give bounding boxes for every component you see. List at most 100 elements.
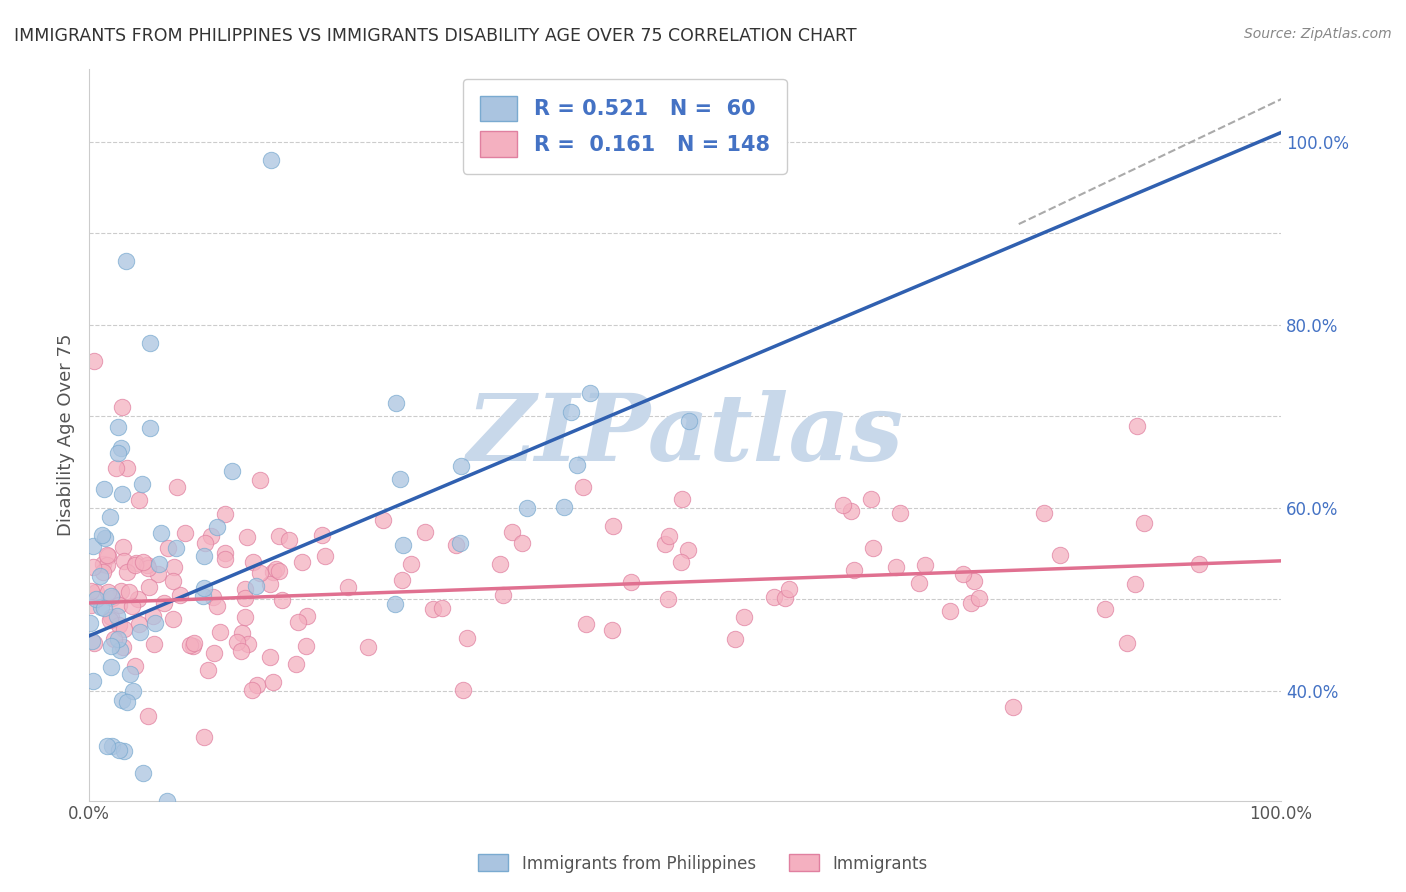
Point [285,657,308,672]
Point [967,591,990,606]
Point [101,591,124,605]
Point [84,591,107,606]
Point [249,473,271,487]
Point [724,632,747,646]
Point [960,596,983,610]
Point [449,536,471,550]
Point [939,605,962,619]
Point [839,504,862,518]
Point [91,557,114,571]
Point [773,591,796,606]
Point [600,623,623,637]
Point [179,638,201,652]
Point [162,574,184,588]
Point [884,560,907,574]
Point [862,541,884,555]
Point [90,528,112,542]
Point [260,153,283,167]
Point [165,541,187,556]
Point [278,533,301,547]
Point [108,617,131,632]
Point [110,584,132,599]
Point [193,581,215,595]
Point [314,549,336,564]
Point [107,420,129,434]
Point [115,461,138,475]
Point [1033,506,1056,520]
Point [115,253,138,268]
Point [124,659,146,673]
Point [197,663,219,677]
Point [82,559,104,574]
Point [101,739,124,753]
Point [492,588,515,602]
Text: Source: ZipAtlas.com: Source: ZipAtlas.com [1244,27,1392,41]
Point [269,564,291,578]
Point [1133,516,1156,530]
Point [104,460,127,475]
Point [201,590,224,604]
Point [295,608,318,623]
Point [560,405,582,419]
Point [153,596,176,610]
Point [107,632,129,647]
Point [262,565,284,579]
Point [236,530,259,544]
Point [842,563,865,577]
Point [444,538,467,552]
Point [162,612,184,626]
Point [233,591,256,605]
Point [658,529,681,543]
Point [166,479,188,493]
Point [391,573,413,587]
Point [240,683,263,698]
Point [205,599,228,613]
Point [93,565,115,579]
Point [270,592,292,607]
Point [118,584,141,599]
Point [111,487,134,501]
Point [148,557,170,571]
Point [100,610,122,624]
Point [100,639,122,653]
Point [231,643,253,657]
Point [98,509,121,524]
Point [236,637,259,651]
Point [111,640,134,654]
Point [620,575,643,590]
Point [163,560,186,574]
Point [291,555,314,569]
Point [84,584,107,599]
Point [82,634,104,648]
Point [169,588,191,602]
Point [156,794,179,808]
Point [83,354,105,368]
Point [422,602,444,616]
Point [136,560,159,574]
Point [143,616,166,631]
Point [287,615,309,630]
Point [112,554,135,568]
Point [389,471,412,485]
Point [131,476,153,491]
Point [399,557,422,571]
Point [105,609,128,624]
Point [124,558,146,573]
Point [1002,700,1025,714]
Point [391,538,413,552]
Point [132,766,155,780]
Point [1094,602,1116,616]
Point [202,646,225,660]
Point [200,529,222,543]
Point [98,613,121,627]
Point [79,616,101,631]
Point [143,637,166,651]
Point [110,400,132,414]
Point [174,526,197,541]
Point [269,529,291,543]
Point [676,543,699,558]
Point [112,622,135,636]
Point [233,610,256,624]
Point [1125,418,1147,433]
Point [259,576,281,591]
